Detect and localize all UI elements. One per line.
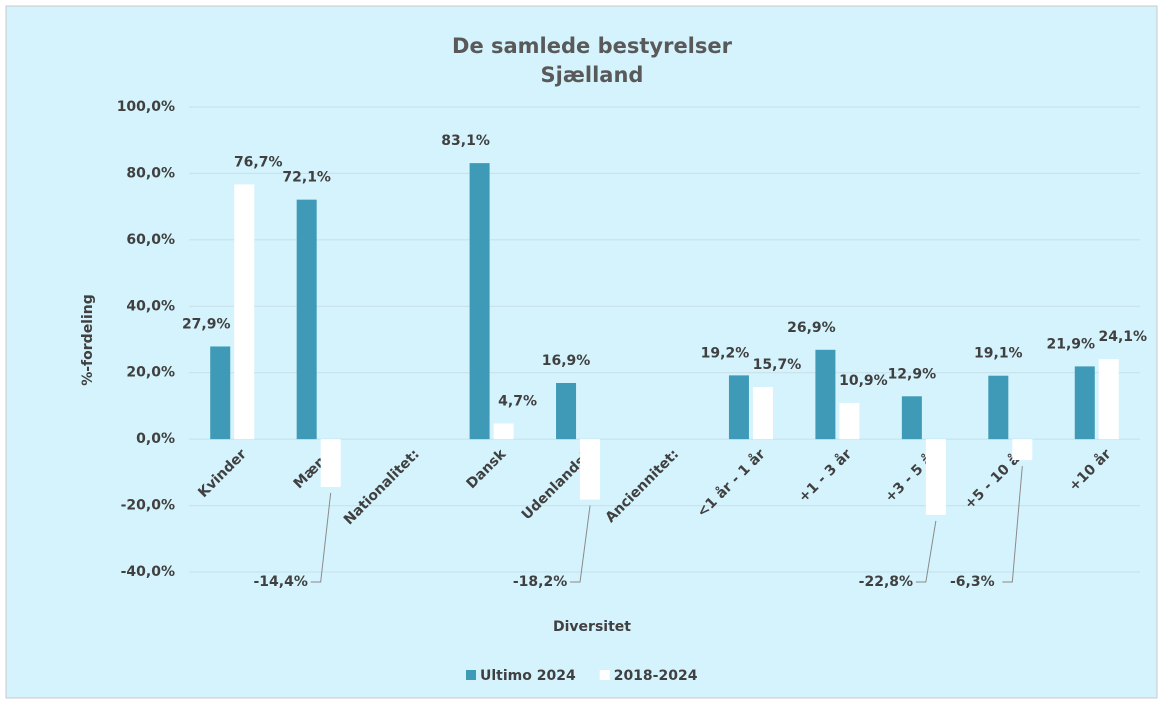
data-label: 76,7% [234, 154, 283, 170]
y-tick-label: 40,0% [126, 298, 175, 314]
legend-label: 2018-2024 [614, 668, 698, 684]
legend-swatch [599, 670, 610, 680]
chart-title: Sjælland [541, 63, 644, 87]
leader-line [915, 520, 937, 583]
x-axis-label: Diversitet [553, 619, 631, 635]
data-label: -22,8% [859, 574, 913, 590]
y-tick-label: 20,0% [126, 365, 175, 381]
bar [752, 386, 773, 440]
chart-background [5, 5, 1158, 699]
leader-line [310, 492, 332, 583]
data-label: 21,9% [1046, 336, 1095, 352]
y-axis-label: %-fordeling [80, 294, 96, 386]
data-label: 10,9% [839, 373, 888, 389]
y-tick-label: 0,0% [136, 431, 175, 447]
leader-line [570, 505, 591, 583]
y-tick-label: 80,0% [126, 165, 175, 181]
y-tick-label: -20,0% [121, 498, 175, 514]
chart-title: De samlede bestyrelser [452, 34, 733, 58]
bar [901, 396, 922, 440]
bar [839, 402, 860, 440]
legend-swatch [466, 670, 476, 680]
data-label: -6,3% [950, 574, 995, 590]
data-label: 26,9% [787, 320, 836, 336]
bar [556, 383, 577, 440]
leader-line [1002, 466, 1023, 583]
bar [493, 423, 514, 440]
bar [1074, 366, 1095, 440]
data-label: 72,1% [282, 170, 331, 186]
bar [210, 346, 231, 440]
bar [1098, 359, 1119, 440]
data-label: 4,7% [498, 394, 537, 410]
data-label: 27,9% [182, 316, 231, 332]
y-tick-label: 100,0% [117, 99, 175, 115]
legend-label: Ultimo 2024 [480, 668, 576, 684]
data-label: 83,1% [441, 133, 490, 149]
bar [728, 375, 749, 440]
data-label: 19,2% [701, 345, 750, 361]
y-tick-label: 60,0% [126, 232, 175, 248]
bar [925, 439, 946, 515]
bar [1012, 439, 1033, 461]
data-label: -18,2% [513, 574, 567, 590]
data-label: 16,9% [542, 353, 591, 369]
bar [234, 184, 255, 440]
y-tick-label: -40,0% [121, 564, 175, 580]
data-label: -14,4% [253, 574, 307, 590]
bar [296, 199, 317, 440]
bar [988, 375, 1009, 440]
bar [815, 349, 836, 440]
data-label: 19,1% [974, 346, 1023, 362]
bar [320, 439, 341, 487]
data-label: 24,1% [1098, 329, 1147, 345]
data-label: 12,9% [888, 366, 937, 382]
data-label: 15,7% [753, 357, 802, 373]
bar [580, 439, 601, 500]
bar [469, 163, 490, 440]
